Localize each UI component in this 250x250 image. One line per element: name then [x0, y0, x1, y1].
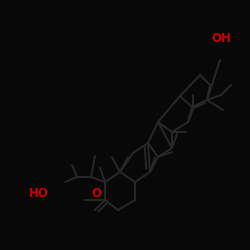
Text: HO: HO	[29, 187, 48, 200]
Text: OH: OH	[211, 32, 231, 45]
Text: O: O	[91, 187, 101, 200]
